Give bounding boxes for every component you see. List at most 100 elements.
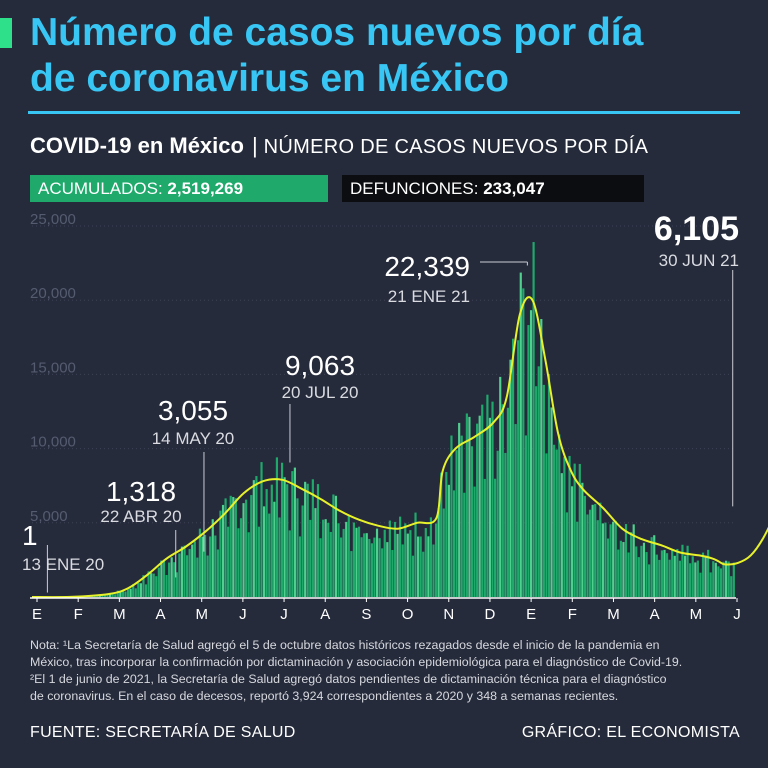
daily-case-bar [468, 416, 471, 597]
daily-case-bar [211, 519, 214, 597]
daily-case-bar [332, 494, 335, 597]
daily-case-bar [619, 540, 622, 597]
daily-case-bar [445, 472, 448, 597]
title-divider [28, 111, 740, 114]
daily-case-bar [560, 473, 563, 597]
daily-case-bar [540, 319, 543, 597]
daily-case-bar [109, 593, 112, 597]
daily-case-bar [327, 522, 330, 597]
daily-case-bar [522, 288, 525, 597]
daily-case-bar [499, 376, 502, 597]
deaths-badge: DEFUNCIONES: 233,047 [342, 175, 644, 202]
daily-case-bar [524, 435, 527, 597]
daily-case-bar [694, 562, 697, 597]
daily-case-bar [381, 548, 384, 597]
daily-case-bar [242, 503, 245, 597]
graphic-credit: GRÁFICO: EL ECONOMISTA [521, 724, 740, 741]
daily-case-bar [114, 594, 117, 597]
daily-case-bar [547, 374, 551, 597]
daily-case-bar [250, 495, 253, 597]
daily-case-bar [103, 595, 107, 597]
x-tick-label: M [690, 606, 703, 623]
daily-case-bar [265, 489, 268, 597]
daily-case-bar [645, 552, 648, 597]
annotation-value: 9,063 [285, 350, 355, 381]
x-tick-label: J [733, 606, 741, 623]
daily-case-bar [550, 407, 553, 597]
daily-case-bar [660, 550, 664, 597]
daily-case-bar [186, 555, 189, 597]
daily-case-bar [329, 531, 332, 597]
daily-case-bar [609, 524, 612, 597]
daily-case-bar [483, 478, 486, 597]
daily-case-bar [450, 435, 453, 597]
daily-case-bar [586, 514, 589, 597]
annotation-date: 14 MAY 20 [152, 429, 235, 448]
x-tick-label: F [568, 606, 577, 623]
daily-case-bar [673, 555, 676, 597]
daily-case-bar [234, 498, 237, 597]
daily-case-bar [209, 536, 212, 597]
daily-case-bar [311, 479, 314, 597]
daily-case-bar [571, 486, 574, 597]
footnote-line-4: de coronavirus. En el caso de decesos, r… [30, 689, 619, 703]
daily-case-bar [298, 536, 302, 597]
daily-case-bar [363, 533, 366, 597]
annotation-date: 13 ENE 20 [22, 555, 104, 574]
daily-case-bar [635, 546, 638, 597]
accumulated-cases-badge: ACUMULADOS: 2,519,269 [30, 175, 328, 202]
x-tick-label: J [280, 606, 288, 623]
footnote-line-1: Nota: ¹La Secretaría de Salud agregó el … [30, 638, 660, 652]
daily-case-bar [414, 512, 417, 597]
daily-case-bar [278, 517, 281, 597]
daily-case-bar [563, 457, 566, 597]
daily-case-bar [617, 549, 620, 597]
daily-case-bar [496, 450, 499, 597]
daily-case-bar [155, 576, 158, 597]
daily-case-bar [542, 384, 545, 597]
daily-case-bar [588, 509, 592, 597]
daily-case-bar [347, 515, 350, 597]
daily-case-bar [126, 589, 130, 597]
daily-case-bar [491, 401, 494, 597]
x-tick-label: S [361, 606, 371, 623]
daily-case-bar [391, 550, 394, 597]
daily-case-bar [224, 498, 227, 597]
daily-case-bar [678, 560, 681, 597]
daily-case-bar [640, 545, 643, 597]
daily-case-bar [304, 481, 307, 597]
x-tick-label: A [156, 606, 166, 623]
daily-case-bar [352, 522, 356, 597]
daily-case-bar [360, 537, 363, 597]
daily-case-bar [622, 542, 625, 597]
x-tick-label: M [607, 606, 620, 623]
daily-case-bar [314, 508, 317, 597]
daily-case-bar [227, 526, 230, 597]
daily-case-bar [252, 480, 255, 597]
title-line-2: de coronavirus en México [30, 57, 509, 100]
daily-case-bar [101, 594, 104, 597]
daily-case-bar [409, 530, 412, 597]
daily-case-bar [427, 536, 430, 597]
daily-case-bar [596, 520, 599, 597]
daily-case-bar [665, 553, 669, 597]
daily-case-bar [529, 310, 533, 597]
daily-case-bar [460, 435, 463, 597]
daily-case-bar [219, 510, 222, 597]
daily-case-bar [386, 542, 389, 597]
daily-case-bar [511, 338, 515, 597]
x-tick-label: F [74, 606, 83, 623]
daily-case-bar [642, 542, 646, 597]
daily-case-bar [501, 404, 504, 597]
daily-case-bar [273, 501, 276, 597]
x-tick-label: M [113, 606, 126, 623]
daily-case-bar [206, 555, 209, 597]
footnote-line-2: México, tras incorporar la confirmación … [30, 655, 683, 669]
source-credit: FUENTE: SECRETARÍA DE SALUD [30, 724, 296, 741]
daily-case-bar [393, 521, 397, 597]
x-tick-label: O [402, 606, 414, 623]
daily-case-bar [309, 519, 312, 597]
x-tick-label: A [320, 606, 330, 623]
daily-case-bar [399, 516, 402, 597]
